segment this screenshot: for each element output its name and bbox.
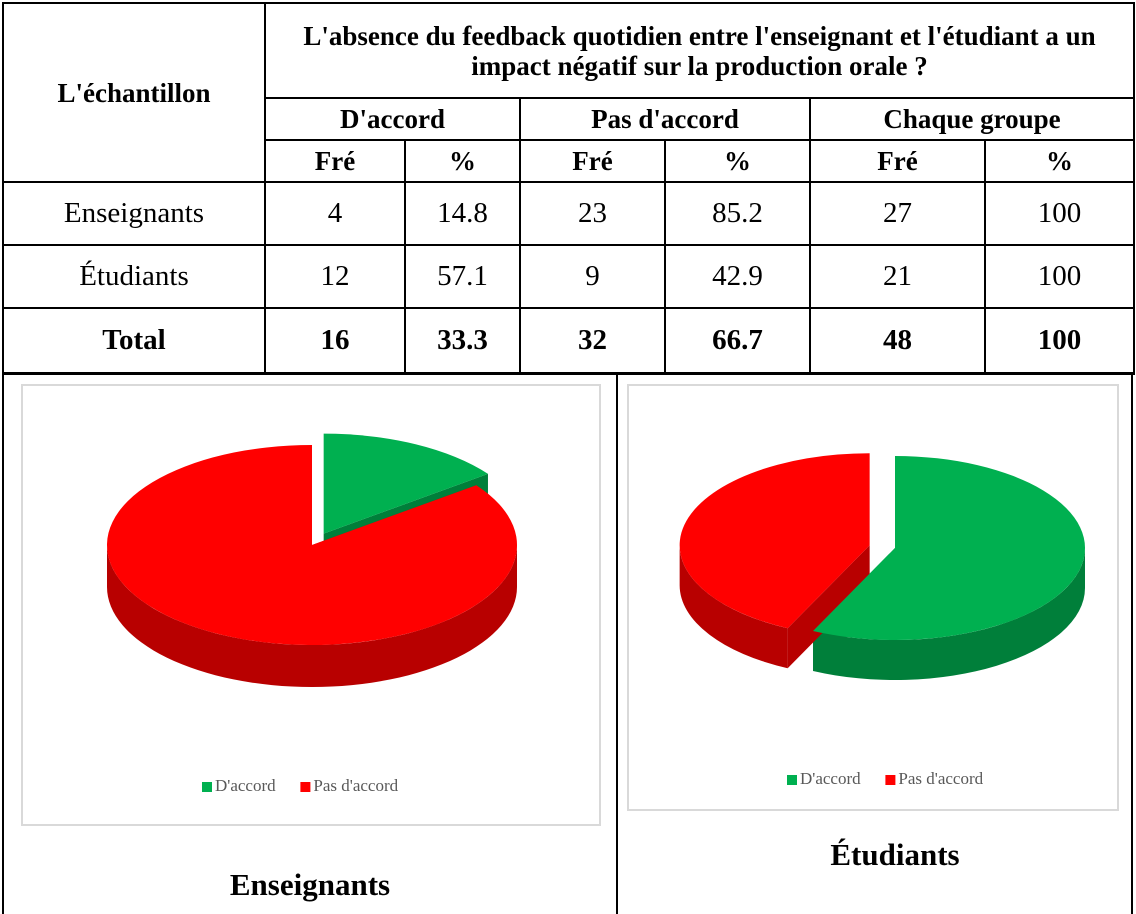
table-cell: Fré [519, 139, 666, 183]
table-cell: 42.9 [664, 244, 811, 309]
divider [616, 374, 618, 914]
table-cell: Étudiants [2, 244, 266, 309]
table-cell: % [404, 139, 521, 183]
table-cell: 4 [264, 181, 406, 246]
legend-swatch [787, 775, 797, 785]
table-cell: 48 [809, 307, 986, 375]
table-cell: 33.3 [404, 307, 521, 375]
table-cell: D'accord [264, 97, 521, 141]
table-cell: 23 [519, 181, 666, 246]
table-cell: Enseignants [2, 181, 266, 246]
legend-label: D'accord [800, 769, 861, 788]
table-cell: 16 [264, 307, 406, 375]
table-cell: % [664, 139, 811, 183]
table-cell: 100 [983, 244, 1136, 309]
legend-swatch [202, 782, 212, 792]
legend-label: D'accord [215, 776, 276, 795]
table-cell: Pas d'accord [519, 97, 811, 141]
legend-swatch [885, 775, 896, 785]
table-cell: 57.1 [404, 244, 521, 309]
chart-caption: Enseignants [230, 867, 390, 902]
pie-side [107, 545, 517, 687]
pie-side [813, 548, 1085, 680]
chart-area [2, 374, 1133, 914]
legend-label: Pas d'accord [898, 769, 983, 788]
table-cell: 9 [519, 244, 666, 309]
chart-caption: Étudiants [830, 837, 959, 872]
table-cell: Chaque groupe [808, 97, 1136, 141]
pie-slice [813, 456, 1085, 640]
legend-swatch [300, 782, 311, 792]
pie-slice [106, 445, 518, 645]
table-cell: 27 [809, 181, 986, 246]
pie-slice [323, 433, 488, 534]
table-cell: 21 [809, 244, 986, 309]
table-cell: 12 [264, 244, 406, 309]
header-cell: L'échantillon [2, 2, 266, 183]
table-cell: 14.8 [404, 181, 521, 246]
table-cell: 32 [519, 307, 666, 375]
data-table: L'échantillon L'absence du feedback quot… [2, 2, 1136, 375]
table-cell: Fré [809, 139, 986, 183]
table-cell: 100 [983, 307, 1136, 375]
table-cell: % [983, 139, 1136, 183]
pie-side [679, 545, 788, 669]
table-cell: Total [2, 307, 266, 375]
pie-slice [679, 453, 870, 629]
table-cell: Fré [264, 139, 406, 183]
legend-label: Pas d'accord [313, 776, 398, 795]
header-cell: L'absence du feedback quotidien entre l'… [263, 2, 1136, 99]
pie-cut-face [787, 545, 870, 669]
table-cell: 100 [983, 181, 1136, 246]
table-cell: 66.7 [664, 307, 811, 375]
table-cell: 85.2 [664, 181, 811, 246]
